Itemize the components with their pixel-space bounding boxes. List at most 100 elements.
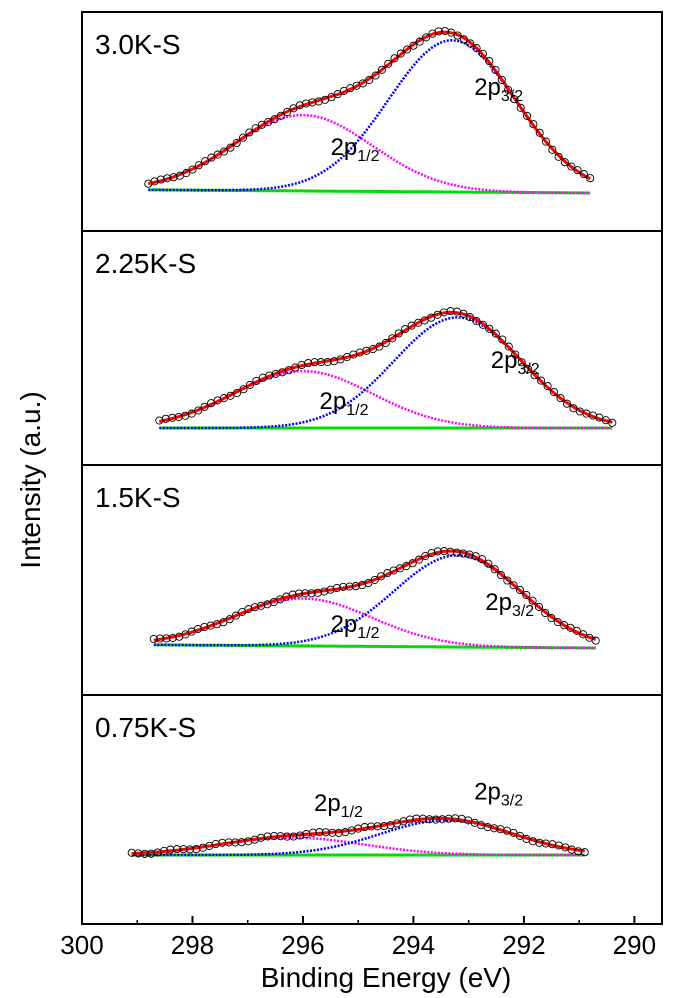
- data-point: [580, 848, 589, 857]
- data-point: [515, 831, 525, 840]
- data-point: [490, 565, 499, 574]
- data-point: [541, 137, 551, 146]
- x-axis-label: Binding Energy (eV): [261, 962, 512, 993]
- data-point: [308, 98, 317, 107]
- data-point: [188, 165, 197, 174]
- data-point: [498, 335, 507, 344]
- data-point: [250, 603, 259, 612]
- data-point: [168, 413, 177, 422]
- data-point: [537, 376, 546, 385]
- data-point: [224, 838, 233, 847]
- data-point: [509, 828, 518, 837]
- data-point: [572, 626, 581, 635]
- peak-label-2p3-2: 2p3/2: [474, 779, 523, 810]
- data-point: [529, 120, 538, 129]
- peak-2p3-2-curve: [148, 39, 591, 192]
- data-point: [147, 849, 156, 858]
- data-point: [586, 174, 595, 183]
- data-point: [365, 75, 374, 85]
- data-point: [438, 815, 447, 824]
- data-point: [295, 831, 305, 840]
- peak-label-2p3-2: 2p3/2: [485, 589, 534, 620]
- data-point: [377, 65, 386, 74]
- data-points: [144, 26, 595, 188]
- fit-envelope: [158, 310, 613, 424]
- data-point: [168, 633, 177, 643]
- data-point: [579, 170, 588, 179]
- data-point: [591, 636, 600, 645]
- data-point: [394, 329, 403, 338]
- data-point: [401, 324, 410, 334]
- peak-2p1-2-curve: [153, 597, 596, 650]
- data-point: [375, 342, 384, 351]
- data-point: [517, 358, 526, 367]
- data-point: [504, 342, 513, 351]
- data-point: [491, 329, 500, 338]
- data-point: [440, 26, 450, 36]
- data-point: [439, 308, 449, 317]
- data-point: [465, 550, 474, 559]
- data-point: [187, 409, 196, 418]
- data-point: [459, 35, 468, 44]
- peak-label-2p3-2: 2p3/2: [491, 347, 540, 378]
- data-point: [541, 839, 550, 848]
- data-point: [547, 614, 556, 623]
- data-point: [301, 589, 310, 598]
- data-point: [384, 59, 393, 68]
- data-point: [182, 169, 191, 178]
- data-point: [466, 39, 475, 48]
- data-point: [515, 585, 525, 594]
- data-point: [294, 589, 304, 598]
- data-point: [257, 601, 266, 610]
- data-point: [496, 825, 505, 834]
- peak-label-2p1-2: 2p1/2: [331, 611, 380, 642]
- data-point: [179, 845, 188, 854]
- y-axis-label: Intensity (a.u.): [15, 391, 46, 568]
- data-point: [509, 581, 518, 590]
- data-point: [149, 634, 158, 644]
- data-point: [451, 814, 460, 823]
- data-point: [388, 334, 397, 343]
- data-point: [434, 27, 443, 36]
- data-point: [453, 31, 462, 40]
- panel-frame: [81, 694, 663, 925]
- data-point: [160, 846, 169, 855]
- peak-label-main: 2p: [491, 347, 518, 374]
- data-point: [484, 559, 493, 568]
- data-point: [478, 320, 487, 329]
- data-point: [219, 147, 229, 156]
- data-point: [232, 388, 242, 398]
- data-point: [244, 605, 253, 614]
- data-points: [149, 547, 600, 645]
- data-point: [345, 582, 354, 591]
- data-point: [326, 585, 335, 594]
- data-point: [556, 394, 565, 403]
- data-point: [409, 41, 418, 50]
- data-point: [478, 555, 487, 564]
- data-point: [569, 404, 578, 413]
- peak-label-sub: 3/2: [512, 603, 534, 620]
- peak-label-sub: 1/2: [357, 625, 379, 642]
- data-point: [478, 49, 487, 58]
- data-point: [270, 115, 279, 124]
- data-point: [608, 418, 617, 427]
- data-point: [548, 145, 557, 154]
- data-point: [200, 622, 209, 632]
- data-point: [200, 402, 209, 411]
- data-point: [433, 547, 442, 556]
- data-point: [289, 832, 298, 841]
- data-point: [528, 596, 537, 605]
- data-point: [371, 71, 380, 80]
- data-point: [315, 828, 324, 837]
- data-point: [422, 33, 431, 42]
- data-point: [431, 815, 440, 824]
- peak-label-sub: 3/2: [517, 361, 539, 378]
- data-point: [314, 97, 323, 106]
- data-point: [496, 571, 506, 580]
- data-point: [237, 838, 246, 847]
- data-point: [185, 845, 195, 854]
- data-point: [251, 124, 260, 133]
